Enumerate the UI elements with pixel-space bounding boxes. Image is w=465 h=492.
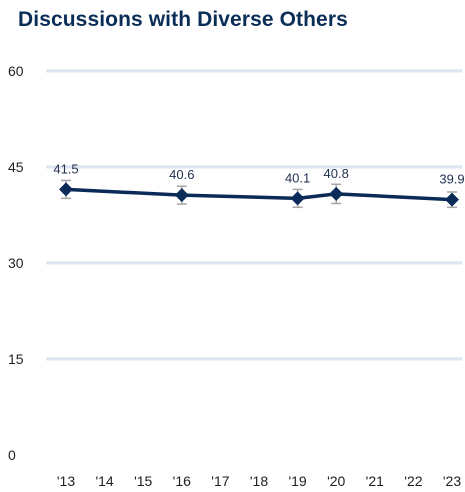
- data-labels: 41.5 40.6 40.1 40.8 39.9: [53, 161, 464, 186]
- error-bars: [61, 179, 457, 209]
- x-tick-label-10: '23: [443, 473, 461, 489]
- series-line-group: [65, 187, 453, 202]
- data-label-1: 40.6: [169, 167, 194, 182]
- data-label-0: 41.5: [53, 161, 78, 176]
- data-point-1: [174, 188, 189, 203]
- x-tick-label-6: '19: [288, 473, 306, 489]
- x-tick-label-9: '22: [404, 473, 422, 489]
- data-label-3: 40.8: [324, 166, 349, 181]
- x-axis-tick-labels: '13 '14 '15 '16 '17 '18 '19 '20 '21 '22 '23: [57, 473, 461, 489]
- data-point-2: [290, 191, 305, 206]
- x-tick-label-1: '14: [95, 473, 113, 489]
- gridlines: [46, 69, 462, 361]
- data-label-2: 40.1: [285, 170, 310, 185]
- data-point-0: [59, 182, 73, 197]
- y-axis-tick-labels: 0 15 30 45 60: [8, 63, 24, 463]
- series-line: [65, 187, 453, 202]
- x-tick-label-8: '21: [366, 473, 384, 489]
- y-tick-label-30: 30: [8, 255, 24, 271]
- y-tick-label-15: 15: [8, 351, 24, 367]
- x-tick-label-3: '16: [173, 473, 191, 489]
- x-tick-label-4: '17: [211, 473, 229, 489]
- data-point-3: [329, 186, 344, 201]
- y-tick-label-0: 0: [8, 447, 16, 463]
- x-tick-label-7: '20: [327, 473, 345, 489]
- data-point-4: [445, 192, 459, 207]
- chart-title: Discussions with Diverse Others: [18, 8, 348, 31]
- data-markers: [59, 182, 459, 207]
- x-tick-label-5: '18: [250, 473, 268, 489]
- y-tick-label-45: 45: [8, 159, 24, 175]
- data-label-4: 39.9: [439, 172, 464, 187]
- x-tick-label-2: '15: [134, 473, 152, 489]
- x-tick-label-0: '13: [57, 473, 75, 489]
- y-tick-label-60: 60: [8, 63, 24, 79]
